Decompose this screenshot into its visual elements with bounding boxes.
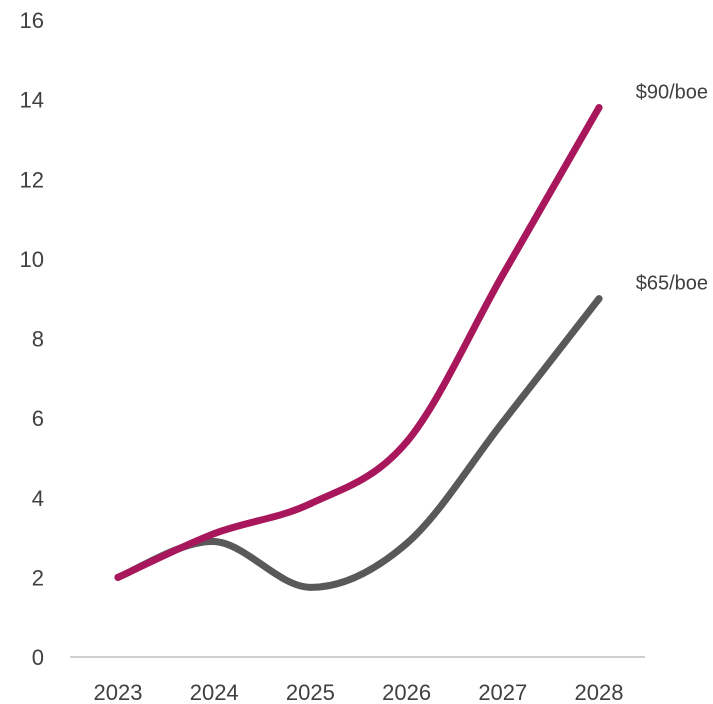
x-tick-label: 2024 <box>190 680 239 704</box>
series-point <box>114 573 122 581</box>
y-tick-label: 6 <box>32 406 44 431</box>
y-tick-label: 0 <box>32 645 44 670</box>
y-tick-label: 8 <box>32 327 44 352</box>
series-point <box>595 295 603 303</box>
series-line-1 <box>114 295 603 591</box>
y-tick-label: 16 <box>20 8 44 33</box>
y-tick-label: 12 <box>20 167 44 192</box>
series-labels: $65/boe $90/boe <box>636 82 708 295</box>
y-tick-label: 10 <box>20 247 44 272</box>
series-point <box>306 500 314 508</box>
series-point <box>595 104 603 112</box>
series-point <box>499 418 507 426</box>
series-end-label: $65/boe <box>636 273 708 295</box>
y-tick-label: 2 <box>32 565 44 590</box>
series-point <box>306 583 314 591</box>
series-point <box>403 540 411 548</box>
series-point <box>210 530 218 538</box>
x-tick-label: 2027 <box>478 680 527 704</box>
x-tick-label: 2025 <box>286 680 335 704</box>
x-tick-label: 2026 <box>382 680 431 704</box>
y-tick-label: 4 <box>32 486 44 511</box>
x-axis: 2023 2024 2025 2026 2027 2028 <box>70 656 645 704</box>
y-tick-label: 14 <box>20 88 44 113</box>
x-tick-label: 2028 <box>575 680 624 704</box>
series-point <box>499 271 507 279</box>
series-line-0 <box>114 104 603 581</box>
series-point <box>403 438 411 446</box>
series-point <box>210 538 218 546</box>
x-tick-label: 2023 <box>94 680 143 704</box>
series-layer <box>114 104 603 591</box>
y-axis: 0 2 4 6 8 10 12 14 16 <box>20 8 44 670</box>
series-end-label: $90/boe <box>636 82 708 104</box>
